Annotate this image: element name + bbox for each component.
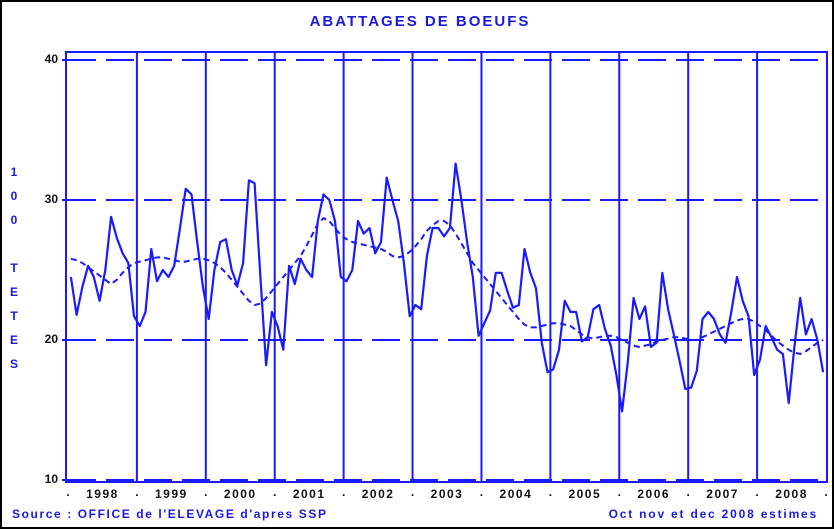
note: Oct nov et dec 2008 estimes (609, 507, 818, 521)
x-tick-label: 1998 (86, 487, 119, 501)
x-separator: . (755, 485, 758, 499)
source: Source : OFFICE de l'ELEVAGE d'apres SSP (12, 507, 328, 521)
x-tick-label: 1999 (155, 487, 188, 501)
x-tick-label: 2005 (568, 487, 601, 501)
x-separator: . (66, 485, 69, 499)
x-separator: . (618, 485, 621, 499)
x-separator: . (480, 485, 483, 499)
y-axis-label: 100 TETES (7, 165, 21, 381)
plot-area (65, 51, 828, 483)
x-tick-label: 2002 (362, 487, 395, 501)
x-separator: . (824, 485, 827, 499)
x-separator: . (687, 485, 690, 499)
x-tick-label: 2004 (500, 487, 533, 501)
x-tick-label: 2007 (706, 487, 739, 501)
x-tick-label: 2001 (293, 487, 326, 501)
x-separator: . (342, 485, 345, 499)
x-separator: . (273, 485, 276, 499)
y-tick-label: 10 (45, 472, 59, 486)
y-tick-label: 30 (45, 192, 59, 206)
trend-line (70, 217, 824, 355)
x-separator: . (549, 485, 552, 499)
x-separator: . (411, 485, 414, 499)
x-separator: . (135, 485, 138, 499)
x-tick-label: 2003 (431, 487, 464, 501)
x-tick-label: 2008 (775, 487, 808, 501)
y-tick-label: 20 (45, 332, 59, 346)
x-tick-label: 2006 (637, 487, 670, 501)
x-tick-label: 2000 (224, 487, 257, 501)
chart-title: ABATTAGES DE BOEUFS (310, 13, 531, 30)
x-separator: . (204, 485, 207, 499)
data-line (69, 162, 825, 413)
y-tick-label: 40 (45, 52, 59, 66)
